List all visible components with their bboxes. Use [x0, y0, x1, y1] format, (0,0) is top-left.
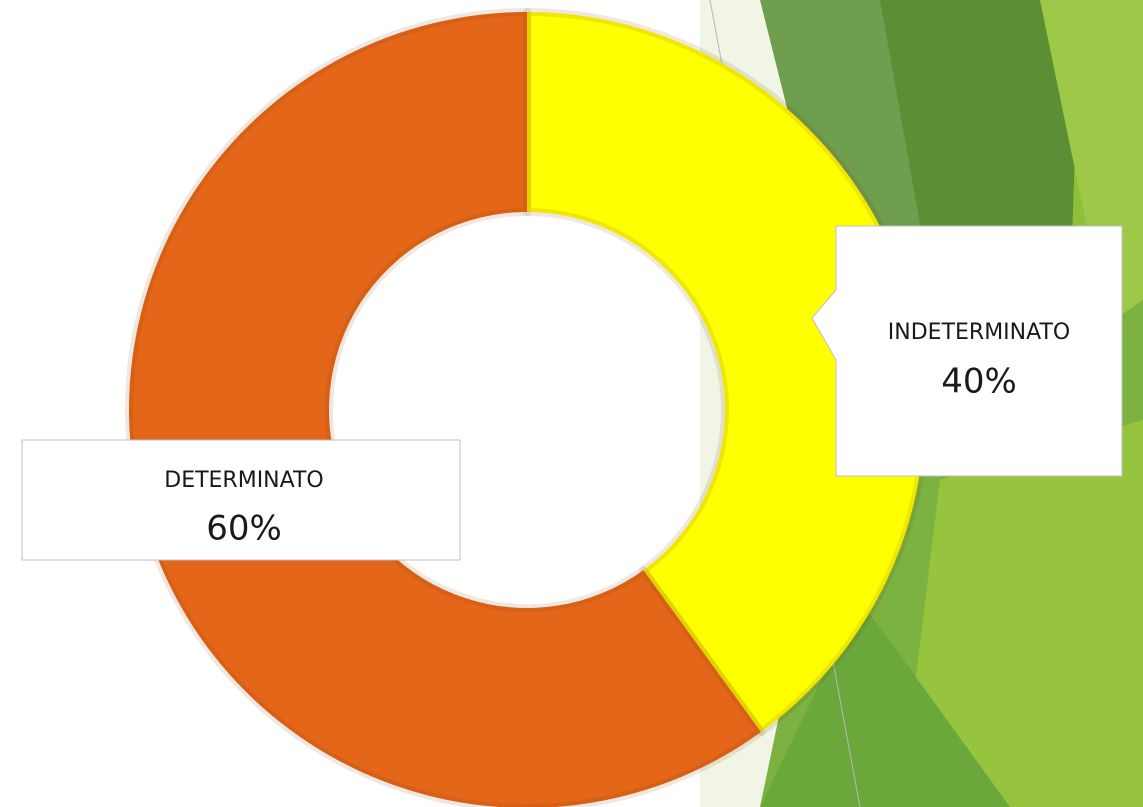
category-label: DETERMINATO [164, 468, 324, 493]
value-label: 40% [941, 362, 1017, 402]
label-indeterminato-box [811, 225, 1123, 477]
donut-slice [523, 8, 929, 736]
value-label: 60% [206, 509, 282, 549]
category-label: INDETERMINATO [888, 320, 1070, 345]
label-determinato-box [21, 439, 461, 561]
donut [125, 8, 929, 807]
